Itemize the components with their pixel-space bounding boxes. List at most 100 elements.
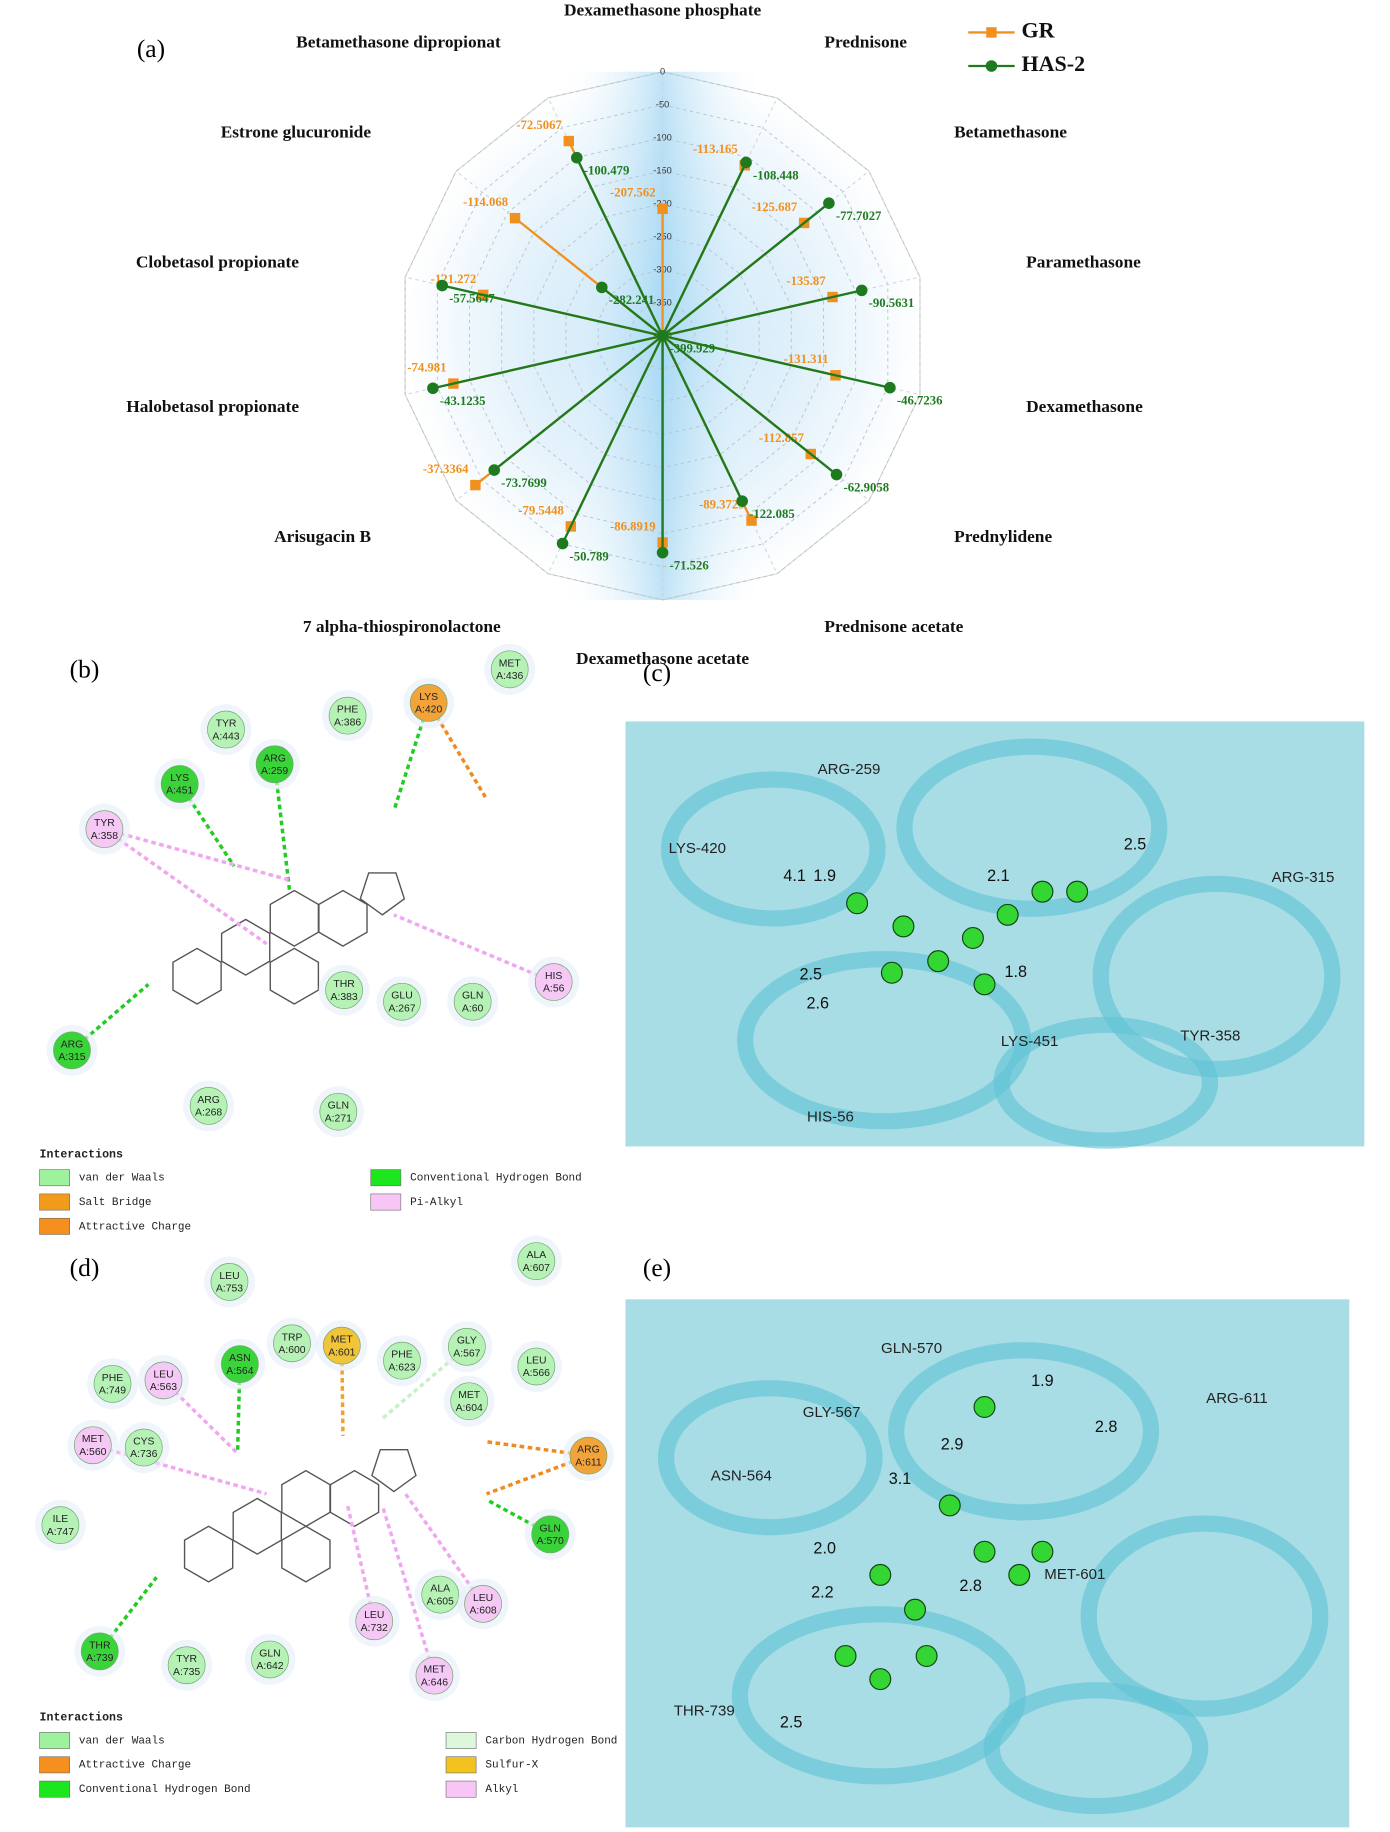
legend-label: GR	[1022, 17, 1056, 42]
residue-id: A:753	[216, 1284, 243, 1295]
interaction-line	[92, 1443, 267, 1496]
category-label: Dexamethasone	[1026, 397, 1143, 416]
residue	[355, 1602, 394, 1641]
residue-label: MET-601	[1044, 1566, 1105, 1583]
residue-id: A:608	[469, 1606, 496, 1617]
category-label: Dexamethasone acetate	[576, 649, 749, 668]
residue	[273, 1324, 311, 1363]
residue	[167, 1646, 206, 1685]
value-label: -73.7699	[501, 476, 547, 490]
atom	[1031, 880, 1054, 903]
panel-label: (b)	[70, 654, 100, 683]
distance-label: 2.5	[780, 1713, 803, 1731]
residue-name: ARG	[263, 753, 286, 764]
residue	[221, 1345, 259, 1384]
molecule-ring	[232, 1497, 283, 1555]
residue	[41, 1506, 80, 1544]
residue	[421, 1575, 460, 1614]
residue-name: MET	[82, 1434, 105, 1445]
residue-name: LEU	[219, 1271, 239, 1282]
panel-e: (e) GLN-570 ARG-611 GLY-567 ASN-564 MET-601 TH…	[625, 1253, 1350, 1828]
residue	[53, 1031, 91, 1070]
residue-name: GLN	[462, 991, 483, 1002]
legend-swatch	[39, 1732, 70, 1749]
residue	[531, 1515, 570, 1554]
residue	[85, 810, 124, 849]
helix	[983, 1682, 1209, 1815]
interaction-line	[272, 764, 292, 892]
distance-label: 2.0	[813, 1540, 836, 1558]
series-line	[561, 335, 664, 545]
residue-id: A:443	[212, 731, 239, 742]
value-label: -125.687	[752, 200, 798, 214]
residue-name: TYR	[216, 719, 237, 730]
residue	[569, 1436, 608, 1475]
atom	[927, 950, 950, 973]
residue-name: THR	[89, 1640, 111, 1651]
residue-name: ALA	[430, 1584, 450, 1595]
distance-label: 4.1	[783, 867, 806, 885]
atom	[938, 1494, 961, 1517]
residue	[464, 1584, 502, 1623]
helix	[660, 771, 886, 927]
residue-id: A:732	[361, 1623, 388, 1634]
molecule-ring	[359, 872, 406, 916]
interaction-line	[380, 1504, 437, 1677]
residue-name: TYR	[176, 1654, 197, 1665]
legend-label: Attractive Charge	[79, 1221, 191, 1233]
residue	[210, 1263, 249, 1301]
value-label: -77.7027	[836, 209, 882, 223]
legend-swatch	[39, 1756, 70, 1774]
molecule-ring	[318, 889, 368, 947]
residue-label: HIS-56	[807, 1108, 854, 1125]
series-line	[601, 286, 664, 337]
category-label: Dexamethasone phosphate	[564, 1, 762, 20]
atom	[915, 1644, 938, 1667]
value-label: -122.085	[749, 507, 795, 521]
residue-label: ARG-315	[1272, 869, 1335, 886]
value-label: -100.479	[584, 164, 630, 178]
residue-id: A:735	[173, 1667, 200, 1678]
residue-name: GLN	[328, 1101, 349, 1112]
residue-label: ASN-564	[711, 1467, 772, 1484]
residue-id: A:642	[256, 1661, 283, 1672]
residue	[415, 1656, 454, 1695]
legend-title: Interactions	[40, 1711, 123, 1724]
atom	[973, 973, 996, 996]
series-line	[441, 284, 663, 337]
atom	[904, 1598, 927, 1621]
molecule-ring	[269, 889, 320, 947]
residue-id: A:268	[195, 1108, 222, 1119]
helix	[731, 1606, 1026, 1785]
category-label: Paramethasone	[1026, 253, 1141, 272]
atom	[1008, 1563, 1031, 1586]
residue	[93, 1364, 132, 1403]
residue-label: TYR-358	[1180, 1027, 1240, 1044]
residue-id: A:383	[331, 992, 358, 1003]
residue-id: A:451	[166, 786, 193, 797]
residue-id: A:563	[150, 1382, 177, 1393]
residue-id: A:607	[523, 1263, 550, 1274]
residue	[251, 1640, 289, 1679]
value-label: -108.448	[753, 168, 799, 182]
residue-name: ARG	[61, 1039, 84, 1050]
residue-id: A:601	[328, 1347, 355, 1358]
value-label: -46.7236	[897, 394, 943, 408]
residue-label: GLY-567	[803, 1404, 861, 1421]
category-label: Betamethasone dipropionat	[296, 33, 501, 52]
residue-id: A:611	[575, 1457, 602, 1468]
residue-label: LYS-451	[1001, 1033, 1058, 1050]
residue-id: A:56	[543, 984, 565, 995]
series-line	[493, 334, 664, 471]
category-label: Estrone glucuronide	[221, 123, 372, 142]
residue-id: A:267	[388, 1003, 415, 1014]
residue-id: A:646	[421, 1677, 448, 1688]
marker	[427, 382, 439, 395]
residue-name: GLU	[391, 991, 412, 1002]
helix	[657, 1380, 883, 1536]
residue-id: A:747	[47, 1527, 74, 1538]
legend-label: van der Waals	[79, 1173, 165, 1185]
helix	[1080, 1515, 1329, 1717]
value-label: -43.1235	[440, 394, 486, 408]
legend-label: Alkyl	[485, 1784, 518, 1796]
